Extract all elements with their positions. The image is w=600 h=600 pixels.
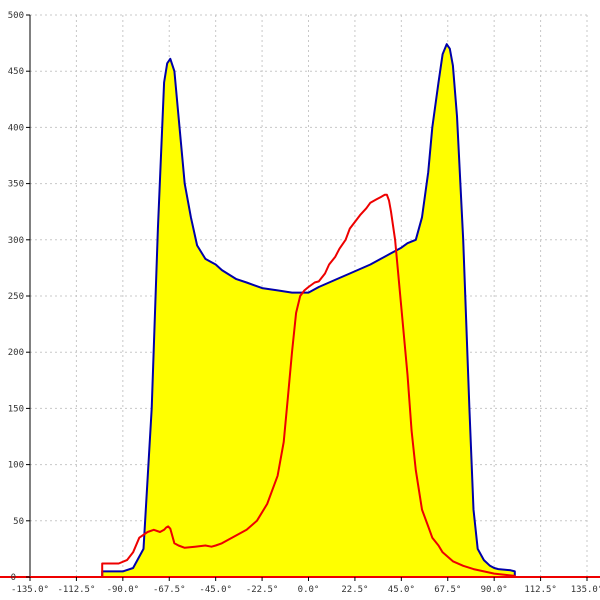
x-tick-label: -67.5°: [153, 585, 186, 595]
x-tick-label: -45.0°: [199, 585, 232, 595]
y-tick-label: 500: [8, 11, 24, 21]
series-2-line: [30, 193, 587, 578]
y-tick-label: 450: [8, 67, 24, 77]
x-tick-label: 112.5°: [524, 585, 557, 595]
axes: [0, 14, 600, 581]
x-tick-label: -90.0°: [107, 585, 140, 595]
series-1-area: [30, 44, 587, 577]
x-tick-label: 0.0°: [298, 585, 320, 595]
x-tick-label: 135.0°: [571, 585, 600, 595]
series-lines: [30, 43, 587, 578]
x-tick-label: -22.5°: [246, 585, 279, 595]
y-tick-label: 300: [8, 236, 24, 246]
y-tick-label: 150: [8, 404, 24, 414]
y-tick-label: 350: [8, 180, 24, 190]
y-tick-label: 0: [11, 573, 16, 583]
series-areas: [30, 44, 587, 577]
y-tick-label: 100: [8, 461, 24, 471]
y-tick-label: 250: [8, 292, 24, 302]
x-tick-labels: -135.0° -112.5° -90.0° -67.5° -45.0° -22.5° 0.…: [11, 585, 600, 595]
x-tick-label: 22.5°: [341, 585, 368, 595]
x-tick-label: -135.0°: [11, 585, 49, 595]
series-1-line: [30, 43, 587, 578]
x-tick-label: -112.5°: [57, 585, 95, 595]
x-tick-label: 90.0°: [481, 585, 508, 595]
x-tick-label: 45.0°: [388, 585, 415, 595]
y-tick-label: 50: [13, 517, 24, 527]
y-tick-label: 400: [8, 123, 24, 133]
x-tick-label: 67.5°: [434, 585, 461, 595]
y-tick-labels: 0 50 100 150 200 250 300 350 400 450 500: [8, 11, 24, 583]
y-tick-label: 200: [8, 348, 24, 358]
